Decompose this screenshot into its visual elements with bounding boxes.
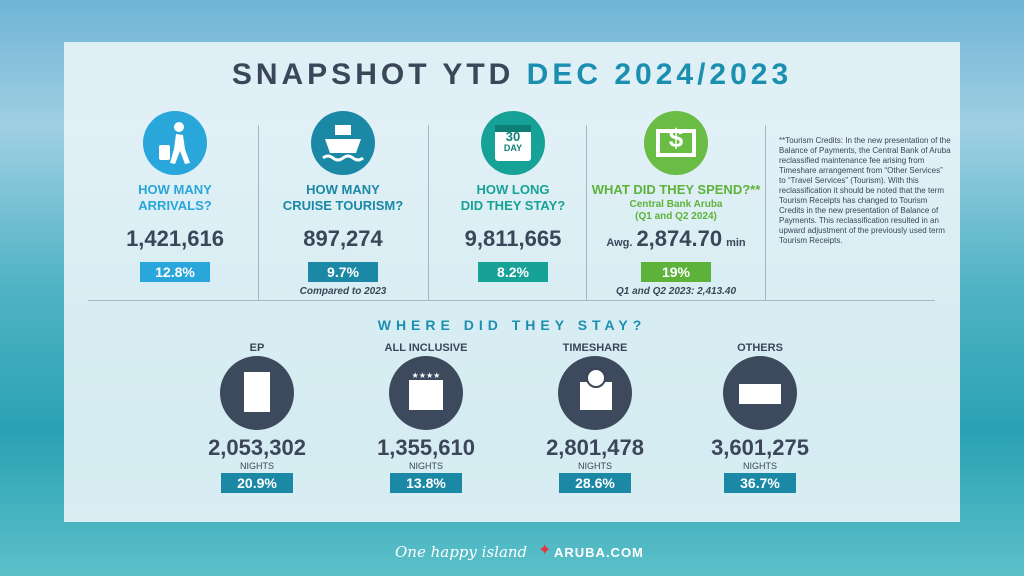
question: WHAT DID THEY SPEND?** bbox=[591, 182, 761, 197]
icon bbox=[644, 111, 708, 175]
icon-graphic bbox=[558, 356, 632, 430]
stay-unit: NIGHTS bbox=[742, 461, 778, 471]
question: HOW MANY bbox=[138, 182, 212, 197]
stay-value: 1,355,610 bbox=[377, 435, 475, 460]
title: SNAPSHOT YTD DEC 2024/2023 bbox=[232, 58, 792, 92]
divider bbox=[258, 125, 259, 300]
note: Q1 and Q2 2023: 2,413.40 bbox=[615, 286, 737, 297]
footnote: **Tourism Credits: In the new presentati… bbox=[779, 136, 951, 245]
stay-unit: NIGHTS bbox=[577, 461, 613, 471]
question: HOW LONG bbox=[476, 182, 550, 197]
divider bbox=[586, 125, 587, 300]
value-row: Awg. 2,874.70 min bbox=[602, 226, 749, 252]
question: DID THEY STAY? bbox=[460, 198, 566, 213]
stay-unit: NIGHTS bbox=[408, 461, 444, 471]
icon-graphic bbox=[220, 356, 294, 430]
icon-graphic bbox=[723, 356, 797, 430]
divider bbox=[428, 125, 429, 300]
change-box: 19% bbox=[641, 262, 711, 282]
icon-graphic bbox=[143, 111, 207, 175]
icon bbox=[143, 111, 207, 175]
share-box: 28.6% bbox=[559, 473, 631, 493]
stay-label: ALL INCLUSIVE bbox=[384, 342, 468, 354]
title-main: SNAPSHOT YTD bbox=[231, 58, 515, 91]
share-box: 13.8% bbox=[390, 473, 462, 493]
title-highlight: DEC 2024/2023 bbox=[526, 58, 793, 91]
change-box: 9.7% bbox=[308, 262, 378, 282]
section-title: WHERE DID THEY STAY? bbox=[377, 317, 647, 333]
icon bbox=[481, 111, 545, 175]
stat-suffix: min bbox=[726, 237, 746, 249]
note: Compared to 2023 bbox=[299, 286, 387, 297]
stay-icon bbox=[723, 356, 797, 430]
source: (Q1 and Q2 2024) bbox=[635, 211, 717, 222]
question: ARRIVALS? bbox=[138, 198, 212, 213]
icon-text: 30 bbox=[505, 129, 521, 144]
icon bbox=[311, 111, 375, 175]
stay-value: 3,601,275 bbox=[711, 435, 809, 460]
stat-value: 2,874.70 bbox=[636, 226, 723, 251]
stay-icon bbox=[220, 356, 294, 430]
star: ✦ bbox=[538, 542, 552, 559]
stay-label: OTHERS bbox=[737, 342, 783, 354]
stat-value: 1,421,616 bbox=[126, 226, 224, 251]
value-row: 1,421,616 bbox=[126, 226, 224, 252]
question: HOW MANY bbox=[306, 182, 380, 197]
stay-value: 2,053,302 bbox=[208, 435, 306, 460]
icon-graphic bbox=[481, 111, 545, 175]
value-row: 897,274 bbox=[303, 226, 383, 252]
stay-icon: ★★★★ bbox=[389, 356, 463, 430]
share-box: 20.9% bbox=[221, 473, 293, 493]
icon-text: DAY bbox=[503, 143, 523, 153]
icon-text: $ bbox=[668, 123, 684, 153]
stay-label: TIMESHARE bbox=[562, 342, 628, 354]
stat-value: 897,274 bbox=[303, 226, 383, 251]
stat-value: 9,811,665 bbox=[464, 226, 562, 251]
svg-text:★★★★: ★★★★ bbox=[412, 371, 441, 380]
share-box: 36.7% bbox=[724, 473, 796, 493]
change-box: 8.2% bbox=[478, 262, 548, 282]
source: Central Bank Aruba bbox=[629, 199, 723, 210]
icon-graphic bbox=[644, 111, 708, 175]
site: ARUBA.COM bbox=[554, 545, 644, 560]
stay-value: 2,801,478 bbox=[546, 435, 644, 460]
slogan: One happy island bbox=[395, 543, 528, 561]
stay-icon bbox=[558, 356, 632, 430]
stay-unit: NIGHTS bbox=[239, 461, 275, 471]
value-row: 9,811,665 bbox=[465, 226, 562, 252]
icon-graphic bbox=[311, 111, 375, 175]
change-box: 12.8% bbox=[140, 262, 210, 282]
separator bbox=[88, 300, 935, 301]
question: CRUISE TOURISM? bbox=[282, 198, 404, 213]
stay-label: EP bbox=[249, 342, 265, 354]
stat-prefix: Awg. bbox=[606, 237, 633, 249]
divider bbox=[765, 125, 766, 300]
icon-graphic: ★★★★ bbox=[389, 356, 463, 430]
